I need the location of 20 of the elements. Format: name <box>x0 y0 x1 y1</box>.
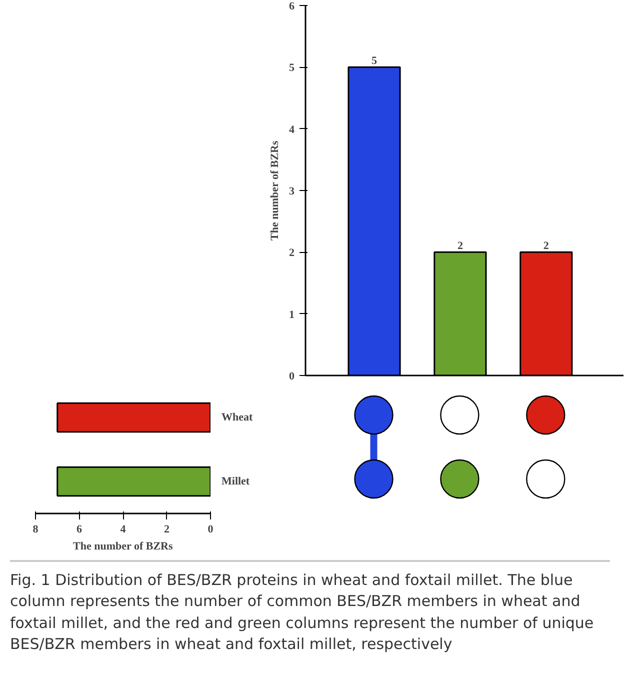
x-tick-label: 0 <box>208 524 214 536</box>
data-label: 5 <box>372 55 378 68</box>
y-tick-label: 6 <box>289 0 295 12</box>
data-label: 2 <box>457 240 464 252</box>
y-tick-label: 0 <box>289 370 295 382</box>
y-tick-label: Wheat <box>222 412 253 424</box>
x-tick-label: 8 <box>32 524 39 536</box>
y-tick-label: 1 <box>289 308 294 321</box>
y-axis-title: The number of BZRs <box>269 140 281 240</box>
x-tick-label: 4 <box>120 524 126 536</box>
x-tick-label: 2 <box>164 524 170 536</box>
x-axis-title: The number of BZRs <box>73 540 174 552</box>
x-tick-label: 6 <box>76 524 82 536</box>
y-tick-label: 5 <box>289 62 295 74</box>
y-tick-label: 2 <box>289 247 295 260</box>
y-tick-label: 4 <box>289 124 295 136</box>
y-tick-label: 3 <box>289 186 295 198</box>
y-tick-label: Millet <box>222 476 250 488</box>
data-label: 2 <box>543 240 550 252</box>
caption: Fig. 1 Distribution of BES/BZR proteins in wheat and foxtail millet. The blue column represents the number of common BES/BZR members in wheat and foxtail millet, and the red and green columns represent the number of unique BES/BZR members in wheat and foxtail millet, respectively <box>10 570 595 656</box>
